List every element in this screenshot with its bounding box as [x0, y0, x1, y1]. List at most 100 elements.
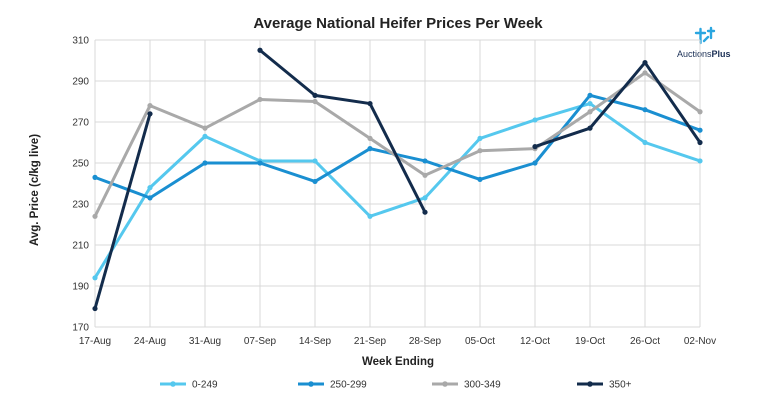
- data-point: [257, 47, 263, 53]
- data-point: [422, 158, 428, 164]
- x-axis-label: Week Ending: [362, 356, 434, 368]
- y-tick-label: 310: [72, 36, 89, 47]
- data-point: [312, 158, 318, 164]
- x-tick-label: 21-Sep: [354, 336, 387, 347]
- data-point: [697, 109, 703, 115]
- x-tick-label: 31-Aug: [189, 336, 221, 347]
- data-point: [642, 107, 648, 113]
- data-point: [312, 92, 318, 98]
- data-point: [477, 148, 483, 154]
- data-point: [697, 158, 703, 164]
- legend-item: 0-249: [160, 380, 218, 391]
- series-line: [93, 112, 152, 311]
- data-point: [202, 133, 208, 139]
- x-tick-label: 02-Nov: [684, 336, 716, 347]
- y-tick-label: 250: [72, 159, 89, 170]
- data-point: [422, 195, 428, 201]
- data-point: [697, 139, 703, 146]
- legend-label: 350+: [609, 380, 632, 391]
- x-tick-label: 24-Aug: [134, 336, 166, 347]
- data-point: [477, 135, 483, 141]
- data-point: [642, 139, 648, 146]
- data-point: [532, 144, 538, 150]
- legend-label: 300-349: [464, 380, 501, 391]
- x-tick-label: 14-Sep: [299, 336, 332, 347]
- series-350+: [92, 47, 703, 312]
- data-point: [312, 98, 318, 105]
- legend-marker: [587, 381, 593, 387]
- x-tick-label: 05-Oct: [465, 336, 495, 347]
- data-point: [312, 178, 318, 185]
- data-point: [422, 209, 428, 215]
- x-tick-label: 07-Sep: [244, 336, 277, 347]
- logo-text: AuctionsPlus: [677, 49, 731, 59]
- data-point: [642, 59, 648, 66]
- data-point: [92, 174, 98, 180]
- x-tick-label: 12-Oct: [520, 336, 550, 347]
- data-point: [532, 117, 538, 123]
- y-tick-label: 270: [72, 118, 89, 129]
- data-point: [147, 111, 153, 117]
- y-tick-label: 230: [72, 200, 89, 211]
- data-point: [477, 176, 483, 182]
- data-point: [367, 135, 373, 141]
- x-axis-ticks: 17-Aug 24-Aug 31-Aug 07-Sep 14-Sep 21-Sep 28-S…: [79, 336, 716, 347]
- legend-label: 250-299: [330, 380, 367, 391]
- auctionsplus-logo: AuctionsPlus: [677, 26, 731, 59]
- data-point: [257, 96, 263, 103]
- legend-marker: [442, 381, 448, 387]
- legend-label: 0-249: [192, 380, 218, 391]
- data-point: [587, 100, 593, 107]
- x-tick-label: 28-Sep: [409, 336, 442, 347]
- data-point: [367, 100, 373, 107]
- series-250-299: [92, 92, 703, 201]
- data-point: [532, 160, 538, 166]
- x-tick-label: 19-Oct: [575, 336, 605, 347]
- data-point: [147, 103, 153, 109]
- data-point: [202, 125, 208, 131]
- series-line: [93, 93, 702, 200]
- legend-item: 300-349: [432, 380, 501, 391]
- data-point: [147, 195, 153, 201]
- logo-suffix: Plus: [712, 49, 731, 59]
- x-tick-label: 26-Oct: [630, 336, 660, 347]
- x-tick-label: 17-Aug: [79, 336, 111, 347]
- legend: 0-249 250-299 300-349 350+: [160, 380, 632, 391]
- data-point: [642, 70, 648, 76]
- data-point: [92, 213, 98, 219]
- legend-item: 250-299: [298, 380, 367, 391]
- data-point: [422, 172, 428, 178]
- data-point: [367, 146, 373, 152]
- logo-mark-icon: [694, 26, 716, 45]
- legend-item: 350+: [577, 380, 632, 391]
- series-lines: [92, 47, 703, 312]
- data-point: [587, 109, 593, 115]
- legend-marker: [170, 381, 176, 387]
- y-tick-label: 210: [72, 241, 89, 252]
- data-point: [147, 185, 153, 191]
- data-point: [202, 160, 208, 166]
- logo-prefix: Auctions: [677, 49, 712, 59]
- data-point: [697, 127, 703, 133]
- y-tick-label: 170: [72, 323, 89, 334]
- data-point: [367, 213, 373, 219]
- y-axis-label: Avg. Price (c/kg live): [29, 134, 41, 246]
- y-tick-label: 190: [72, 282, 89, 293]
- data-point: [587, 125, 593, 131]
- series-line: [258, 48, 427, 214]
- legend-marker: [308, 381, 314, 387]
- series-0-249: [92, 100, 703, 281]
- series-line: [93, 102, 702, 280]
- data-point: [92, 305, 98, 312]
- data-point: [587, 92, 593, 98]
- grid: [94, 39, 701, 328]
- chart-title: Average National Heifer Prices Per Week: [253, 15, 543, 32]
- y-tick-label: 290: [72, 77, 89, 88]
- data-point: [257, 160, 263, 166]
- series-line: [93, 71, 702, 218]
- series-300-349: [92, 70, 703, 219]
- data-point: [92, 275, 98, 281]
- y-axis-ticks: 170 190 210 230 250 270 290 310: [72, 36, 89, 334]
- series-line: [533, 61, 702, 149]
